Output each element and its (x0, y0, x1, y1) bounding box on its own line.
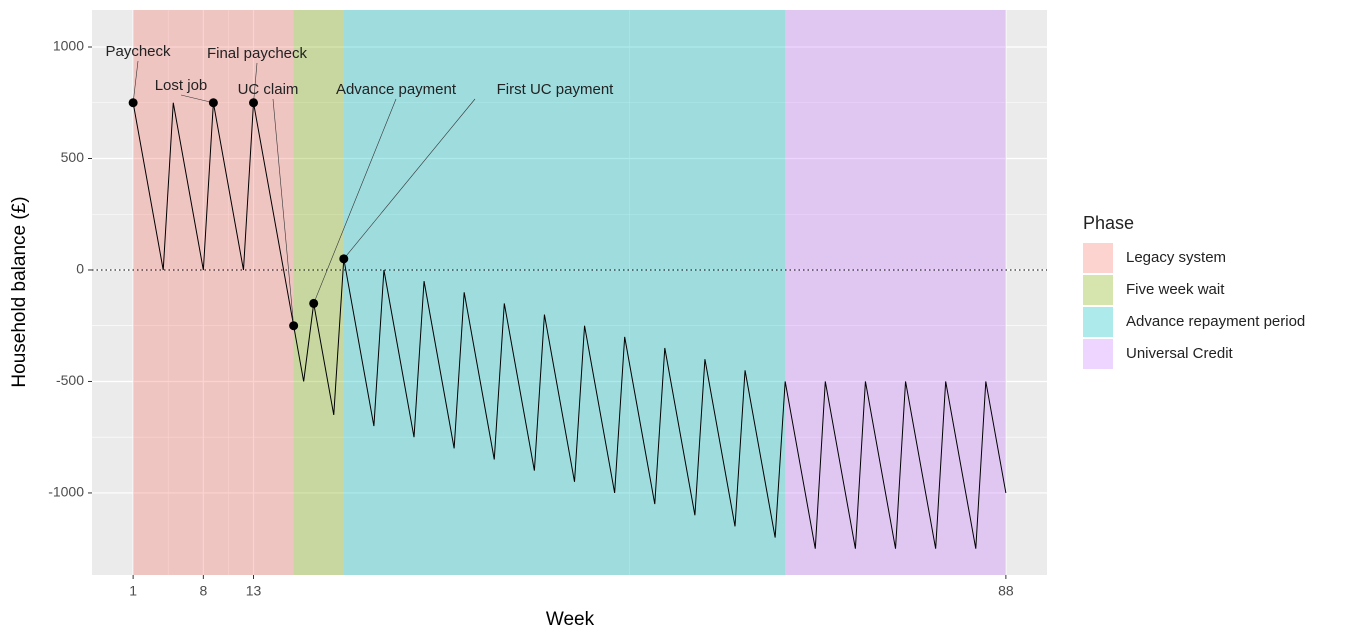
annotation-label: First UC payment (497, 81, 615, 98)
annotation-point (128, 98, 138, 108)
x-tick-label: 13 (246, 583, 262, 599)
annotation-point (208, 98, 218, 108)
legend: Legacy system Five week wait Advance repay… (1083, 243, 1305, 369)
y-tick-label: 0 (76, 261, 84, 277)
legend-key (1083, 243, 1113, 273)
y-tick-label: -500 (56, 372, 84, 388)
phase-band (785, 10, 1006, 575)
annotation-leader (180, 94, 214, 104)
annotation-point (339, 254, 349, 264)
phases (133, 10, 1006, 575)
annotation-label: Advance payment (336, 81, 457, 98)
annotation-leader (253, 62, 258, 103)
annotation-label: Paycheck (105, 43, 171, 60)
y-tick-label: 500 (61, 149, 85, 165)
y-axis-title: Household balance (£) (9, 196, 30, 387)
line (132, 102, 1007, 549)
phase-band (343, 10, 786, 575)
annotation-label: UC claim (238, 81, 299, 98)
y-tick-label: 1000 (53, 38, 84, 54)
annotation-leader (272, 98, 294, 326)
legend-title: Phase (1083, 213, 1134, 233)
annotation-label: Final paycheck (207, 45, 308, 62)
x-axis-title: Week (546, 609, 595, 630)
legend-label: Universal Credit (1126, 345, 1234, 362)
legend-key (1083, 339, 1113, 369)
legend-key (1083, 275, 1113, 305)
plot: Paycheck Lost job Final paycheck UC claim Ad… (92, 43, 1047, 549)
legend-label: Five week wait (1126, 281, 1225, 298)
annotation-point (249, 98, 259, 108)
annotation-leader (132, 60, 139, 103)
x-tick-label: 8 (199, 583, 207, 599)
legend-label: Legacy system (1126, 249, 1226, 266)
x-tick-label: 1 (129, 583, 137, 599)
phase-band (293, 10, 344, 575)
annotation-label: Lost job (155, 77, 208, 94)
x-tick-label: 88 (998, 583, 1014, 599)
annotation-leader (313, 98, 397, 304)
annotation-point (289, 321, 299, 331)
annotation-leader (343, 98, 476, 260)
legend-key (1083, 307, 1113, 337)
legend-label: Advance repayment period (1126, 313, 1305, 330)
annotation-point (309, 298, 319, 308)
y-tick-label: -1000 (48, 484, 84, 500)
